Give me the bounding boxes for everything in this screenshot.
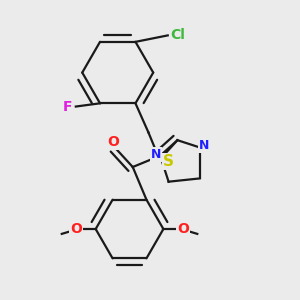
Text: N: N [151,148,161,160]
Text: N: N [199,139,209,152]
Text: O: O [107,135,119,149]
Text: O: O [70,222,82,236]
Text: S: S [163,154,174,169]
Text: O: O [177,222,189,236]
Text: Cl: Cl [170,28,185,42]
Text: F: F [63,100,73,113]
